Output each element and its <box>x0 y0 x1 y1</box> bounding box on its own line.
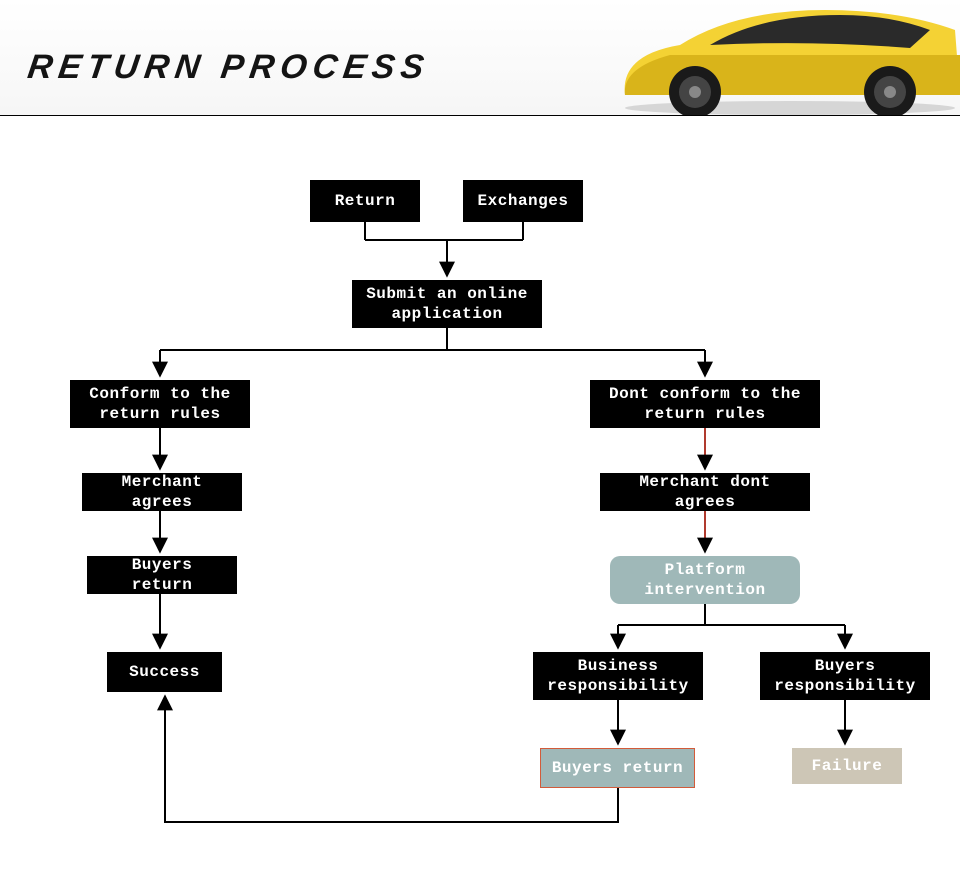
node-conform: Conform to the return rules <box>70 380 250 428</box>
node-platform: Platform intervention <box>610 556 800 604</box>
node-noconform: Dont conform to the return rules <box>590 380 820 428</box>
node-failure: Failure <box>792 748 902 784</box>
node-success: Success <box>107 652 222 692</box>
node-magree: Merchant agrees <box>82 473 242 511</box>
node-submit: Submit an online application <box>352 280 542 328</box>
flowchart-canvas: Return Exchanges Submit an online applicat… <box>0 0 960 896</box>
node-buyresp: Buyers responsibility <box>760 652 930 700</box>
node-buyret1: Buyers return <box>87 556 237 594</box>
node-buyret2: Buyers return <box>540 748 695 788</box>
node-exchanges: Exchanges <box>463 180 583 222</box>
node-mdisagree: Merchant dont agrees <box>600 473 810 511</box>
node-return: Return <box>310 180 420 222</box>
node-bizresp: Business responsibility <box>533 652 703 700</box>
